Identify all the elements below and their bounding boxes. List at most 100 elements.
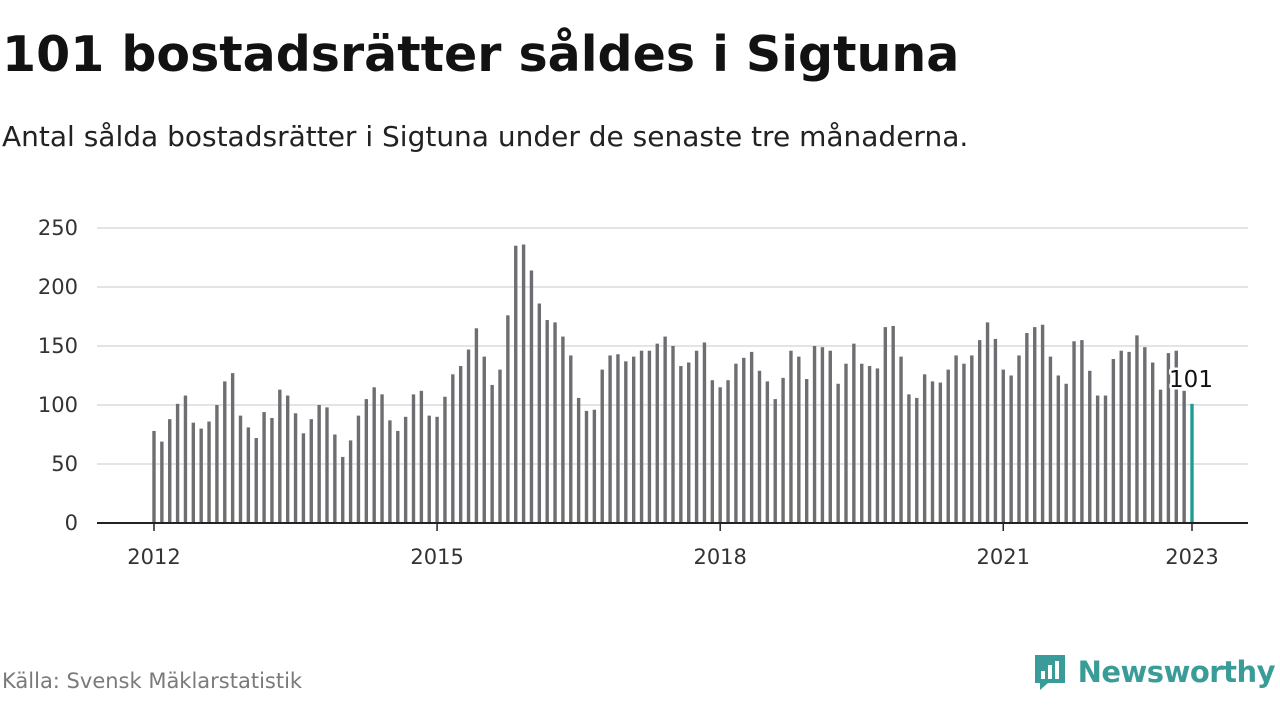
bar	[1150, 362, 1155, 523]
bar	[364, 399, 369, 523]
bar	[419, 390, 424, 523]
bar	[1080, 340, 1084, 523]
bar	[1040, 324, 1045, 523]
bar	[946, 369, 950, 523]
brand-logo: Newsworthy	[1032, 652, 1276, 692]
bar	[993, 338, 998, 523]
bar	[537, 303, 542, 523]
bar	[451, 374, 455, 523]
bar	[639, 350, 644, 523]
bar	[812, 346, 817, 523]
bar	[246, 427, 251, 523]
bar	[521, 244, 526, 523]
bar	[1064, 383, 1068, 523]
bar	[293, 413, 298, 523]
bar	[773, 399, 777, 523]
bar	[1182, 390, 1186, 523]
bar	[647, 350, 652, 523]
bar	[458, 366, 463, 523]
bar	[954, 355, 958, 523]
bar	[529, 270, 534, 523]
bar	[325, 407, 329, 523]
bar	[1135, 335, 1139, 523]
bar	[702, 342, 707, 523]
bar	[1174, 350, 1178, 523]
bar	[506, 315, 510, 523]
bar	[781, 377, 785, 523]
bar	[411, 394, 416, 523]
bar	[655, 343, 659, 523]
bar	[915, 397, 919, 523]
bar	[1088, 370, 1092, 523]
bar	[309, 419, 313, 523]
x-tick-label: 2023	[1165, 545, 1218, 569]
source-note: Källa: Svensk Mäklarstatistik	[2, 669, 303, 693]
bar	[797, 356, 801, 523]
bar	[270, 417, 274, 523]
bar	[718, 387, 722, 523]
bar	[694, 350, 699, 523]
bar	[301, 433, 306, 523]
bar	[230, 373, 235, 523]
bar	[938, 382, 943, 523]
bar	[168, 419, 172, 523]
bar	[1111, 358, 1116, 523]
bar	[1166, 353, 1171, 523]
chart-subtitle: Antal sålda bostadsrätter i Sigtuna unde…	[2, 120, 969, 153]
bar	[600, 369, 604, 523]
bar	[584, 410, 589, 523]
bar	[341, 456, 345, 523]
bar	[191, 422, 196, 523]
bar	[1033, 327, 1037, 523]
bar	[482, 356, 486, 523]
bar-chart: 0 50 100 150 200 250 2012 2015 2018 2021 2023 101	[38, 216, 1248, 569]
bars	[152, 244, 1194, 523]
bar	[152, 430, 156, 523]
bar	[435, 416, 439, 523]
bar	[1127, 351, 1131, 523]
bar	[254, 438, 258, 523]
bar	[852, 343, 856, 523]
bar	[789, 350, 793, 523]
bar	[285, 395, 290, 523]
bar	[490, 384, 494, 523]
bar	[380, 394, 384, 523]
y-axis-tick-labels: 0 50 100 150 200 250	[38, 216, 78, 535]
x-tick-label: 2018	[693, 545, 746, 569]
y-tick-label: 100	[38, 393, 78, 417]
bar	[1103, 395, 1108, 523]
bar	[820, 347, 825, 523]
bar	[985, 322, 990, 523]
bar	[867, 366, 872, 523]
annotations: 101	[1167, 364, 1216, 395]
bar	[734, 363, 738, 523]
y-tick-label: 200	[38, 275, 78, 299]
bar	[443, 396, 447, 523]
bar	[962, 363, 966, 523]
bar	[631, 356, 636, 523]
bar	[372, 387, 376, 523]
bar	[663, 336, 667, 523]
bar	[569, 355, 573, 523]
bar	[742, 357, 746, 523]
bar	[576, 397, 581, 523]
bar	[1119, 350, 1123, 523]
bar	[608, 355, 612, 523]
bar	[836, 383, 840, 523]
bar	[199, 428, 203, 523]
bar	[828, 350, 832, 523]
bar	[765, 381, 770, 523]
bar	[333, 434, 337, 523]
y-tick-label: 0	[65, 511, 78, 535]
y-tick-label: 150	[38, 334, 78, 358]
bar	[679, 366, 683, 523]
bar	[348, 440, 353, 523]
bar	[388, 420, 392, 523]
bar	[907, 394, 911, 523]
bar	[899, 356, 903, 523]
bar	[592, 409, 597, 523]
bar	[1158, 389, 1163, 523]
bar	[977, 340, 982, 523]
x-tick-label: 2015	[410, 545, 463, 569]
bar-highlight	[1190, 403, 1194, 523]
